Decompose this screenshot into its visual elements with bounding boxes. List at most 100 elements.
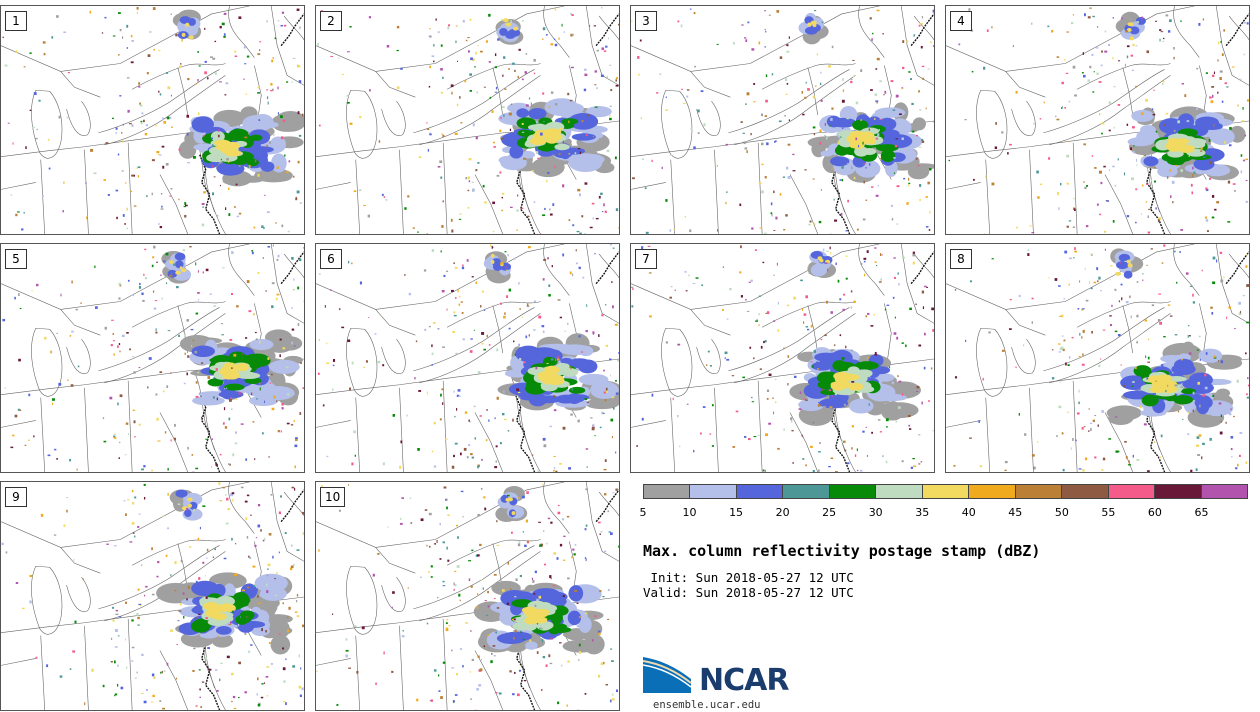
reflectivity-pixel: [1158, 293, 1162, 295]
reflectivity-pixel: [542, 27, 546, 31]
reflectivity-pixel: [184, 214, 187, 218]
reflectivity-pixel: [609, 244, 612, 246]
reflectivity-pixel: [1089, 422, 1093, 425]
reflectivity-pixel: [1131, 177, 1134, 181]
map-boundary: [474, 174, 504, 234]
reflectivity-pixel: [514, 353, 516, 356]
reflectivity-cell: [1118, 253, 1131, 262]
reflectivity-pixel: [1159, 456, 1161, 459]
reflectivity-pixel: [1135, 85, 1137, 88]
reflectivity-pixel: [790, 419, 793, 423]
reflectivity-pixel: [1223, 276, 1225, 279]
reflectivity-pixel: [641, 246, 644, 250]
reflectivity-cell: [532, 137, 545, 146]
reflectivity-pixel: [1109, 315, 1112, 317]
reflectivity-pixel: [426, 122, 428, 124]
reflectivity-pixel: [251, 251, 254, 255]
reflectivity-pixel: [1231, 66, 1235, 68]
reflectivity-pixel: [531, 170, 534, 172]
reflectivity-pixel: [457, 60, 459, 62]
reflectivity-cell: [260, 161, 275, 172]
reflectivity-pixel: [420, 576, 422, 578]
reflectivity-pixel: [1132, 151, 1136, 154]
reflectivity-pixel: [124, 638, 126, 641]
colorbar-segment: [1108, 485, 1156, 498]
reflectivity-pixel: [483, 496, 486, 499]
reflectivity-pixel: [495, 460, 498, 463]
reflectivity-pixel: [113, 353, 115, 356]
reflectivity-pixel: [741, 24, 744, 26]
reflectivity-pixel: [1151, 304, 1155, 307]
reflectivity-pixel: [273, 133, 275, 137]
reflectivity-pixel: [510, 588, 512, 590]
reflectivity-pixel: [755, 320, 758, 322]
reflectivity-pixel: [917, 164, 920, 167]
reflectivity-pixel: [1072, 207, 1076, 210]
reflectivity-pixel: [877, 419, 881, 421]
reflectivity-pixel: [1198, 434, 1202, 437]
reflectivity-pixel: [186, 132, 189, 136]
reflectivity-pixel: [131, 40, 135, 42]
reflectivity-pixel: [18, 358, 21, 362]
reflectivity-pixel: [349, 387, 351, 391]
reflectivity-pixel: [1096, 26, 1099, 28]
reflectivity-pixel: [818, 220, 822, 224]
reflectivity-pixel: [816, 368, 820, 370]
reflectivity-pixel: [115, 189, 119, 192]
reflectivity-pixel: [1196, 444, 1200, 447]
reflectivity-pixel: [278, 511, 281, 515]
reflectivity-pixel: [948, 159, 950, 162]
reflectivity-pixel: [1101, 132, 1103, 135]
reflectivity-pixel: [518, 540, 521, 544]
reflectivity-pixel: [272, 555, 274, 559]
reflectivity-pixel: [186, 507, 189, 511]
reflectivity-pixel: [492, 645, 496, 647]
reflectivity-pixel: [875, 100, 879, 102]
reflectivity-pixel: [932, 329, 934, 332]
reflectivity-pixel: [716, 165, 719, 167]
reflectivity-pixel: [455, 352, 458, 355]
map-boundary: [84, 149, 89, 234]
reflectivity-pixel: [594, 434, 596, 437]
reflectivity-pixel: [189, 246, 192, 248]
reflectivity-pixel: [572, 33, 575, 36]
reflectivity-pixel: [496, 607, 500, 609]
map-boundary: [913, 15, 934, 40]
reflectivity-pixel: [772, 397, 774, 399]
reflectivity-pixel: [454, 132, 458, 135]
reflectivity-pixel: [286, 393, 290, 396]
reflectivity-pixel: [219, 678, 221, 682]
map-boundary: [60, 309, 101, 336]
reflectivity-pixel: [1124, 440, 1127, 443]
reflectivity-pixel: [195, 312, 199, 315]
reflectivity-pixel: [480, 305, 482, 308]
reflectivity-pixel: [850, 78, 853, 80]
map-boundary: [228, 244, 255, 296]
colorbar-segment: [1201, 485, 1248, 498]
reflectivity-pixel: [131, 124, 134, 127]
reflectivity-pixel: [874, 351, 877, 355]
reflectivity-pixel: [501, 106, 505, 109]
reflectivity-pixel: [229, 338, 233, 341]
reflectivity-pixel: [779, 56, 783, 59]
reflectivity-pixel: [86, 216, 88, 220]
map-boundary: [985, 397, 991, 472]
reflectivity-pixel: [451, 667, 455, 669]
reflectivity-pixel: [1245, 200, 1248, 203]
reflectivity-pixel: [858, 144, 860, 148]
reflectivity-pixel: [52, 402, 54, 405]
reflectivity-pixel: [907, 184, 909, 187]
reflectivity-pixel: [526, 491, 529, 494]
reflectivity-pixel: [607, 510, 609, 513]
reflectivity-pixel: [921, 15, 923, 19]
reflectivity-pixel: [805, 399, 808, 401]
reflectivity-pixel: [1199, 358, 1201, 361]
reflectivity-pixel: [576, 624, 579, 628]
reflectivity-pixel: [1162, 81, 1165, 83]
reflectivity-pixel: [445, 499, 447, 501]
reflectivity-pixel: [930, 367, 933, 370]
reflectivity-pixel: [471, 456, 475, 459]
reflectivity-pixel: [1092, 15, 1095, 18]
reflectivity-pixel: [414, 377, 416, 380]
reflectivity-pixel: [1230, 408, 1232, 411]
